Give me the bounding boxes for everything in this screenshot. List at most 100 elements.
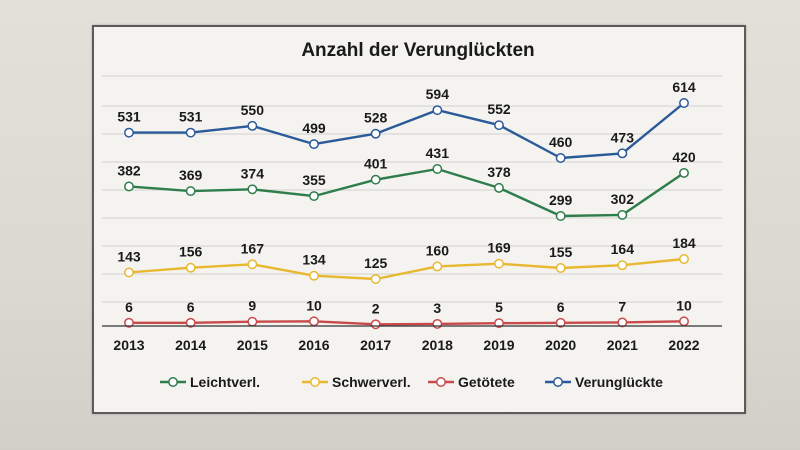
legend-marker-getötete xyxy=(436,377,446,387)
point-schwerverl-2018 xyxy=(432,261,443,272)
data-label-schwerverl-2020: 155 xyxy=(549,244,573,260)
point-schwerverl-2019 xyxy=(494,258,504,269)
series-line-leichtverl xyxy=(128,167,685,218)
data-label-schwerverl-2013: 143 xyxy=(117,248,141,264)
x-tick-label-2013: 2013 xyxy=(113,337,144,353)
point-leichtverl-2015 xyxy=(247,184,258,195)
data-label-verunglückte-2021: 473 xyxy=(611,129,635,145)
data-label-verunglückte-2020: 460 xyxy=(549,134,573,150)
x-tick-label-2015: 2015 xyxy=(237,337,268,353)
data-label-leichtverl-2022: 420 xyxy=(672,149,696,165)
x-tick-label-2017: 2017 xyxy=(360,337,391,353)
point-getötete-2015 xyxy=(247,316,258,327)
legend-label-leichtverl: Leichtverl. xyxy=(190,374,260,390)
data-label-schwerverl-2015: 167 xyxy=(241,240,265,256)
data-label-verunglückte-2017: 528 xyxy=(364,110,388,126)
point-schwerverl-2014 xyxy=(185,262,196,273)
data-label-schwerverl-2022: 184 xyxy=(672,235,696,251)
point-verunglückte-2015 xyxy=(247,120,258,131)
legend-label-verunglückte: Verunglückte xyxy=(575,374,663,390)
point-verunglückte-2020 xyxy=(555,153,566,163)
data-label-leichtverl-2020: 299 xyxy=(549,192,573,208)
data-label-leichtverl-2015: 374 xyxy=(241,165,265,181)
data-label-getötete-2022: 10 xyxy=(676,297,692,313)
point-schwerverl-2013 xyxy=(124,267,134,278)
data-label-leichtverl-2018: 431 xyxy=(426,145,450,161)
x-tick-label-2020: 2020 xyxy=(545,337,576,353)
x-axis: 2013 2014 2015 2016 2017 2018 2019 2020 2021 2022 xyxy=(102,325,722,353)
point-verunglückte-2021 xyxy=(617,148,628,159)
point-getötete-2020 xyxy=(555,317,566,328)
series-line-verunglückte xyxy=(129,102,685,160)
point-leichtverl-2018 xyxy=(432,164,443,174)
point-leichtverl-2022 xyxy=(679,167,689,178)
data-label-leichtverl-2014: 369 xyxy=(179,167,203,183)
point-leichtverl-2019 xyxy=(494,182,504,193)
point-verunglückte-2022 xyxy=(679,98,689,108)
data-label-getötete-2019: 5 xyxy=(495,299,503,315)
point-getötete-2017 xyxy=(370,319,381,330)
x-tick-label-2014: 2014 xyxy=(175,337,206,353)
x-tick-label-2021: 2021 xyxy=(607,337,638,353)
data-label-getötete-2015: 9 xyxy=(248,298,256,314)
point-verunglückte-2018 xyxy=(432,105,443,116)
point-getötete-2016 xyxy=(309,316,319,327)
x-tick-label-2019: 2019 xyxy=(483,337,514,353)
data-label-schwerverl-2016: 134 xyxy=(302,252,326,268)
point-getötete-2018 xyxy=(432,318,443,329)
data-label-schwerverl-2021: 164 xyxy=(611,241,635,257)
data-label-verunglückte-2019: 552 xyxy=(487,101,511,117)
data-label-schwerverl-2014: 156 xyxy=(179,244,203,260)
point-schwerverl-2020 xyxy=(555,263,566,273)
data-label-getötete-2016: 10 xyxy=(306,297,322,313)
data-label-leichtverl-2021: 302 xyxy=(611,191,635,207)
data-label-verunglückte-2022: 614 xyxy=(672,79,696,95)
point-schwerverl-2016 xyxy=(309,270,319,281)
data-label-leichtverl-2019: 378 xyxy=(487,164,511,180)
data-label-verunglückte-2016: 499 xyxy=(302,120,326,136)
legend-label-getötete: Getötete xyxy=(458,374,515,390)
series-lines xyxy=(124,98,689,330)
point-verunglückte-2014 xyxy=(185,127,196,138)
legend-marker-schwerverl xyxy=(310,377,320,387)
x-tick-label-2022: 2022 xyxy=(668,337,699,353)
point-getötete-2013 xyxy=(124,317,134,328)
point-schwerverl-2017 xyxy=(370,274,381,284)
data-label-verunglückte-2015: 550 xyxy=(241,102,265,118)
legend-label-schwerverl: Schwerverl. xyxy=(332,374,411,390)
point-schwerverl-2021 xyxy=(617,260,628,271)
data-label-getötete-2014: 6 xyxy=(187,299,195,315)
legend-marker-leichtverl xyxy=(168,377,178,387)
chart-title: Anzahl der Verunglückten xyxy=(301,40,534,61)
legend-marker-verunglückte xyxy=(553,377,563,387)
point-schwerverl-2015 xyxy=(247,259,258,270)
legend: Leichtverl. Schwerverl. Getötete Verunglück… xyxy=(160,374,663,390)
point-leichtverl-2014 xyxy=(185,186,196,197)
data-label-getötete-2021: 7 xyxy=(618,298,626,314)
point-getötete-2022 xyxy=(679,316,689,327)
data-label-schwerverl-2019: 169 xyxy=(487,240,511,256)
data-label-leichtverl-2017: 401 xyxy=(364,156,388,172)
chart-frame xyxy=(92,25,746,414)
point-verunglückte-2017 xyxy=(370,128,381,139)
point-leichtverl-2013 xyxy=(124,181,134,192)
data-label-verunglückte-2018: 594 xyxy=(426,86,450,102)
point-getötete-2021 xyxy=(617,317,628,328)
data-label-schwerverl-2017: 125 xyxy=(364,255,388,271)
data-label-getötete-2020: 6 xyxy=(557,299,565,315)
point-verunglückte-2019 xyxy=(494,120,504,131)
data-label-leichtverl-2013: 382 xyxy=(117,162,141,178)
data-label-verunglückte-2013: 531 xyxy=(117,109,141,125)
series-line-schwerverl xyxy=(128,257,685,281)
point-verunglückte-2013 xyxy=(124,127,134,138)
point-leichtverl-2016 xyxy=(309,191,319,202)
series-line-getötete xyxy=(129,320,685,326)
data-label-getötete-2018: 3 xyxy=(433,300,441,316)
point-leichtverl-2020 xyxy=(555,211,566,221)
x-tick-label-2018: 2018 xyxy=(422,337,453,353)
data-label-getötete-2017: 2 xyxy=(372,300,380,316)
data-label-getötete-2013: 6 xyxy=(125,299,133,315)
